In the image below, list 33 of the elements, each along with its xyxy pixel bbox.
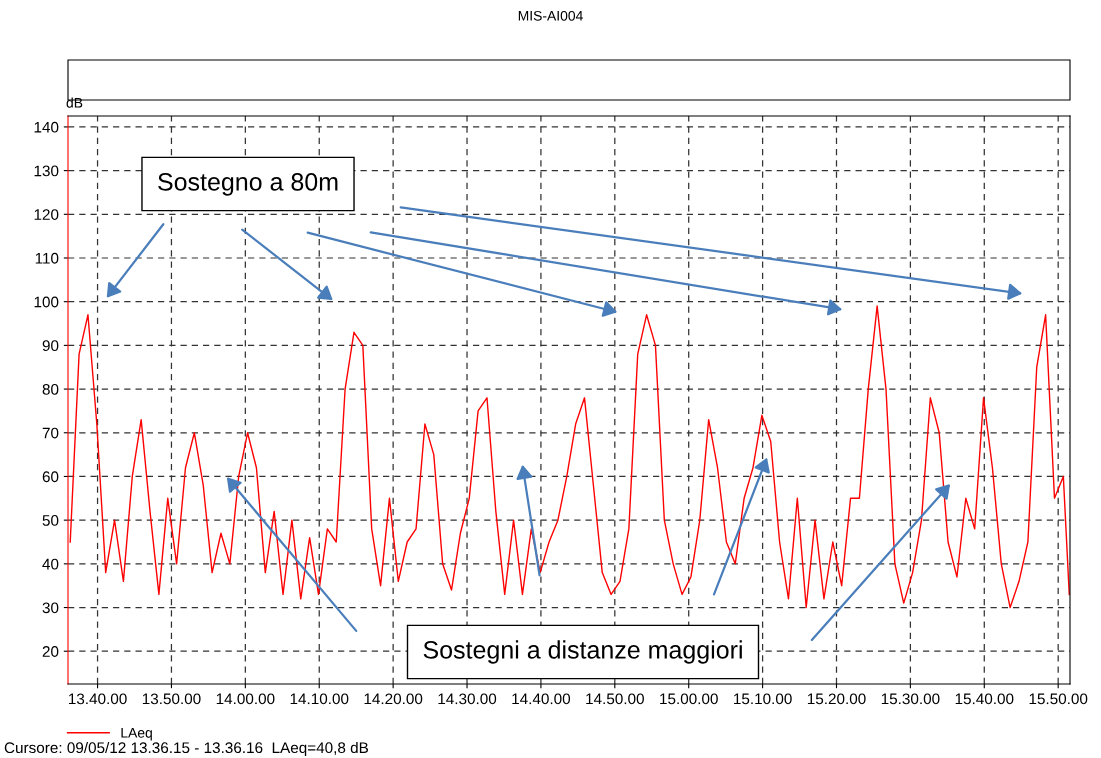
legend-label: LAeq: [121, 728, 152, 741]
x-tick-label: 14.00.00: [216, 693, 275, 705]
x-tick-label: 15.40.00: [955, 693, 1014, 705]
x-tick-label: 15.20.00: [807, 693, 866, 705]
annotation: Sostegno a 80m: [158, 173, 338, 196]
y-tick-label: 50: [42, 515, 59, 526]
y-tick-label: 140: [34, 121, 59, 133]
x-tick-label: 14.30.00: [438, 693, 497, 705]
x-tick-label: 15.50.00: [1029, 693, 1088, 705]
x-tick-label: 14.40.00: [512, 693, 571, 705]
y-axis-title: dB: [66, 97, 83, 108]
x-tick-label: 14.20.00: [364, 693, 423, 705]
x-tick-label: 15.30.00: [881, 693, 940, 705]
x-tick-label: 13.40.00: [68, 693, 127, 705]
y-tick-label: 40: [42, 558, 59, 570]
y-tick-label: 80: [42, 383, 59, 395]
x-tick-label: 14.50.00: [586, 693, 644, 705]
y-tick-label: 90: [42, 340, 59, 352]
x-tick-label: 15.00.00: [660, 693, 718, 705]
text: Cursore: 09/05/12 13.36.15 - 13.36.16 LAeq=40,8 dB: [4, 741, 369, 757]
y-tick-label: 20: [42, 646, 59, 657]
y-tick-label: 130: [34, 165, 59, 177]
x-tick-label: 14.10.00: [290, 693, 349, 705]
y-tick-label: 120: [34, 209, 59, 220]
y-tick-label: 60: [42, 471, 59, 483]
y-tick-label: 110: [35, 252, 59, 264]
x-tick-label: 15.10.00: [734, 693, 792, 705]
x-tick-label: 13.50.00: [142, 693, 201, 705]
y-tick-label: 70: [42, 427, 59, 439]
chart-title: MIS-AI004: [518, 10, 583, 21]
y-tick-label: 100: [34, 296, 59, 308]
y-tick-label: 30: [42, 602, 59, 614]
annotation: Sostegni a distanze maggiori: [423, 640, 742, 664]
